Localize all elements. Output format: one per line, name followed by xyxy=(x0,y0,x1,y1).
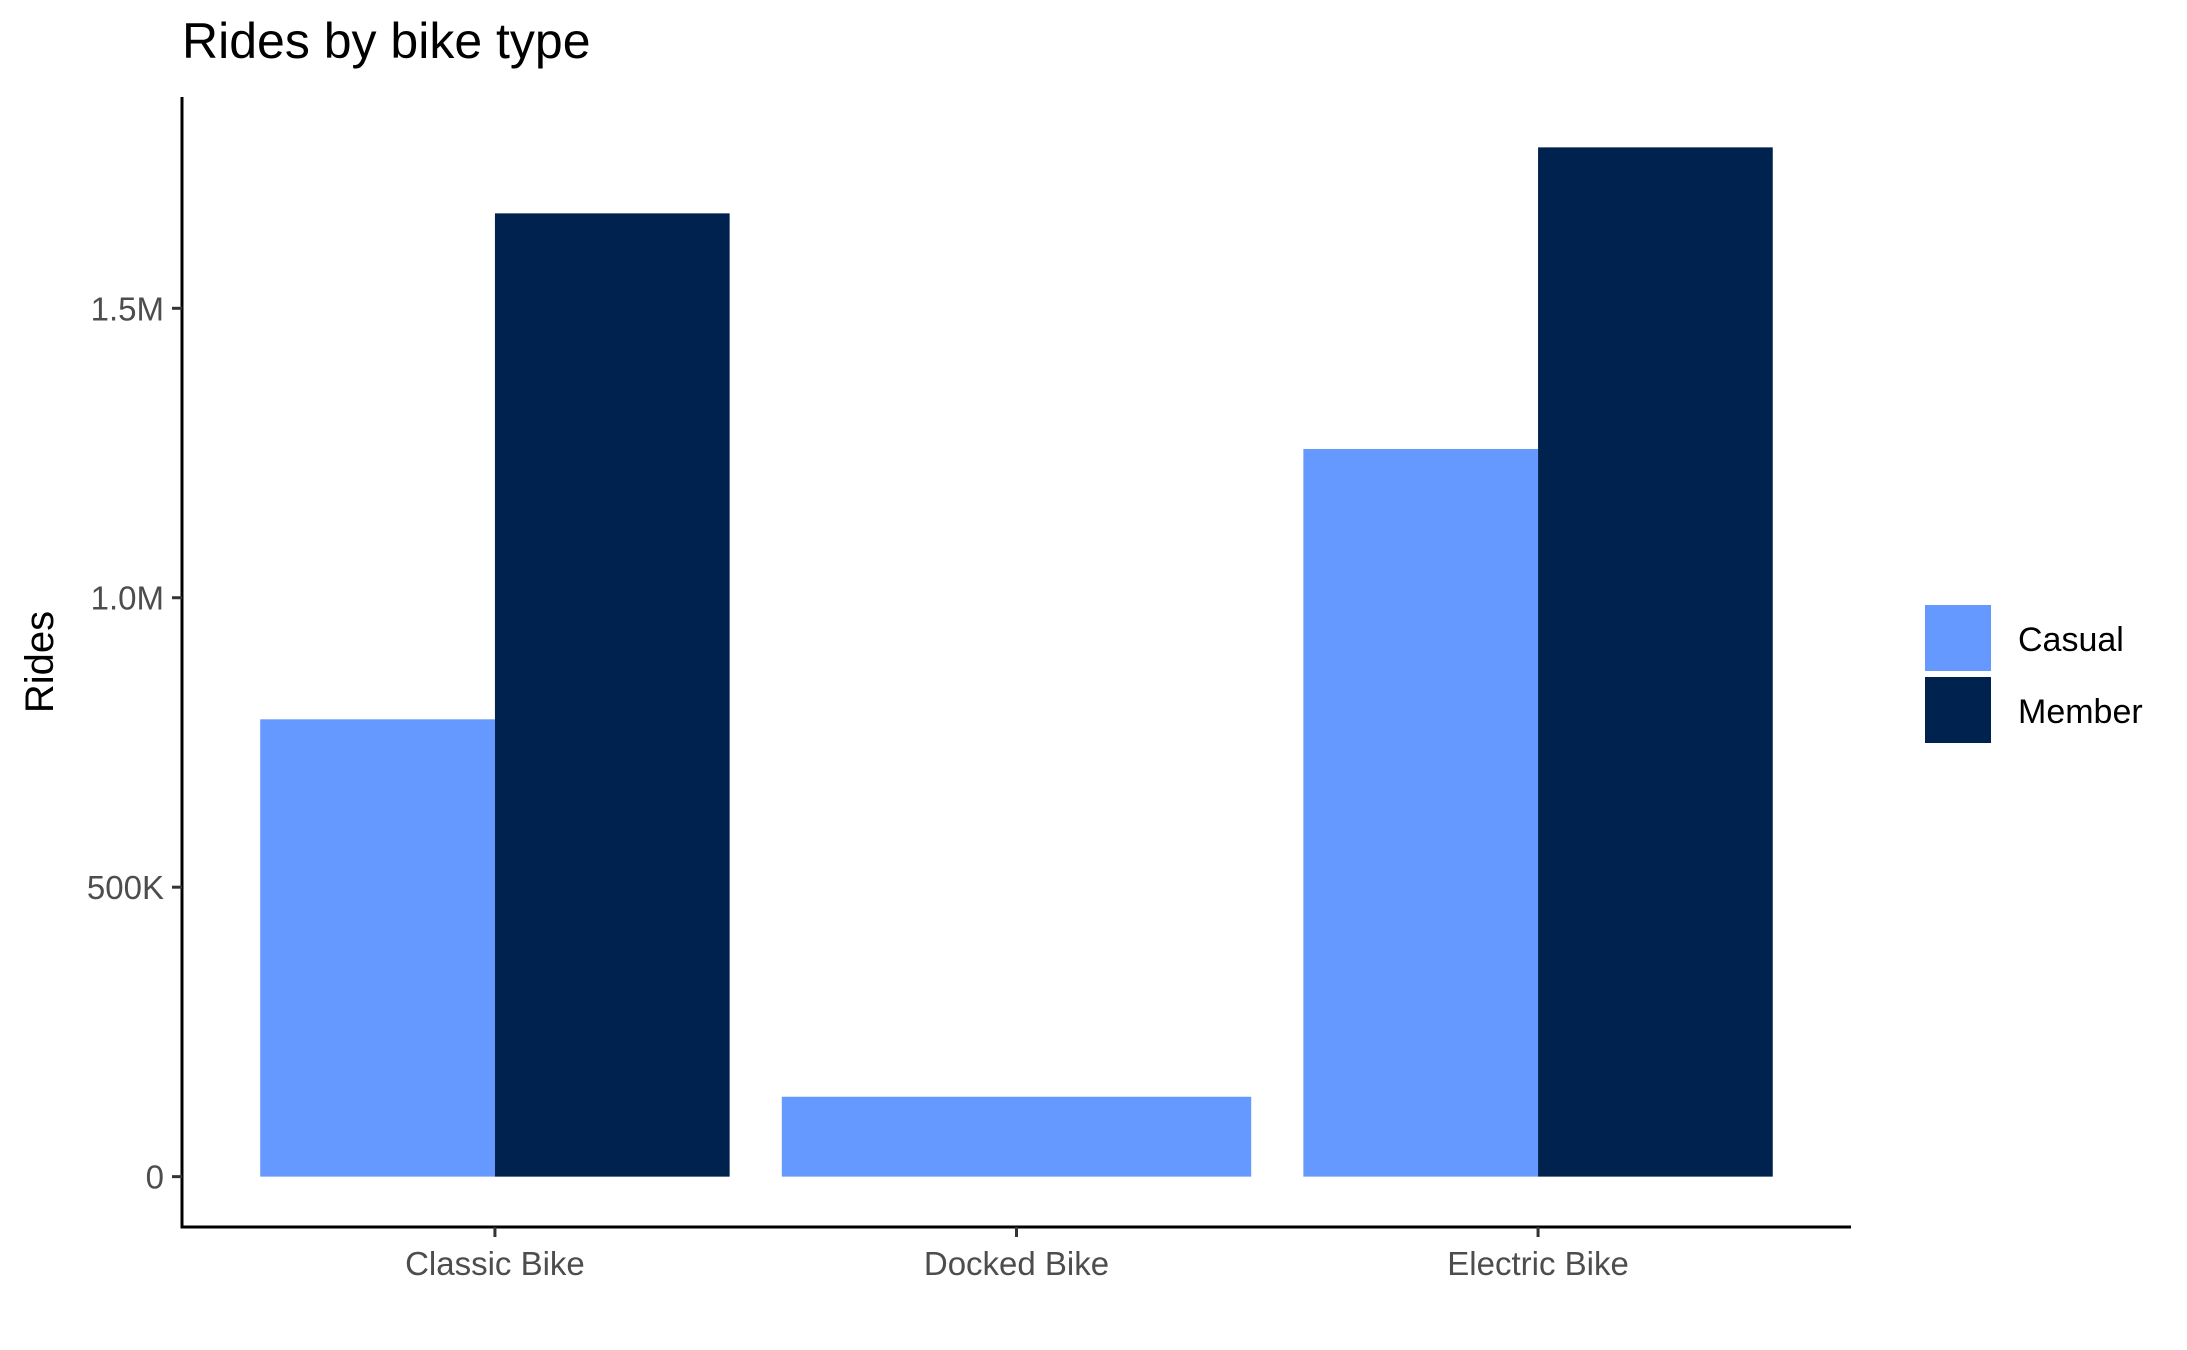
y-tick-label: 1.5M xyxy=(91,290,164,327)
bar-docked-bike-casual xyxy=(781,1096,1252,1177)
legend-label-casual: Casual xyxy=(2018,621,2124,659)
y-ticks-layer: 0 500K 1.0M 1.5M xyxy=(87,290,182,1196)
x-tick-label-electric-bike: Electric Bike xyxy=(1447,1245,1629,1282)
legend: Casual Member xyxy=(1925,605,2143,743)
bar-classic-bike-casual xyxy=(260,719,495,1177)
legend-label-member: Member xyxy=(2018,693,2143,731)
bar-classic-bike-member xyxy=(494,213,730,1177)
legend-key-casual xyxy=(1925,605,1991,671)
y-tick-label: 500K xyxy=(87,869,164,906)
bars-layer xyxy=(260,147,1773,1177)
x-tick-label-classic-bike: Classic Bike xyxy=(405,1245,585,1282)
bar-electric-bike-casual xyxy=(1303,448,1539,1177)
y-tick-label: 1.0M xyxy=(91,580,164,617)
chart-title: Rides by bike type xyxy=(182,13,591,69)
y-axis-title: Rides xyxy=(18,611,62,713)
x-tick-label-docked-bike: Docked Bike xyxy=(924,1245,1109,1282)
y-tick-label: 0 xyxy=(146,1159,164,1196)
x-ticks-layer: Classic Bike Docked Bike Electric Bike xyxy=(405,1227,1629,1282)
bar-electric-bike-member xyxy=(1538,147,1773,1177)
legend-key-member xyxy=(1925,677,1991,743)
